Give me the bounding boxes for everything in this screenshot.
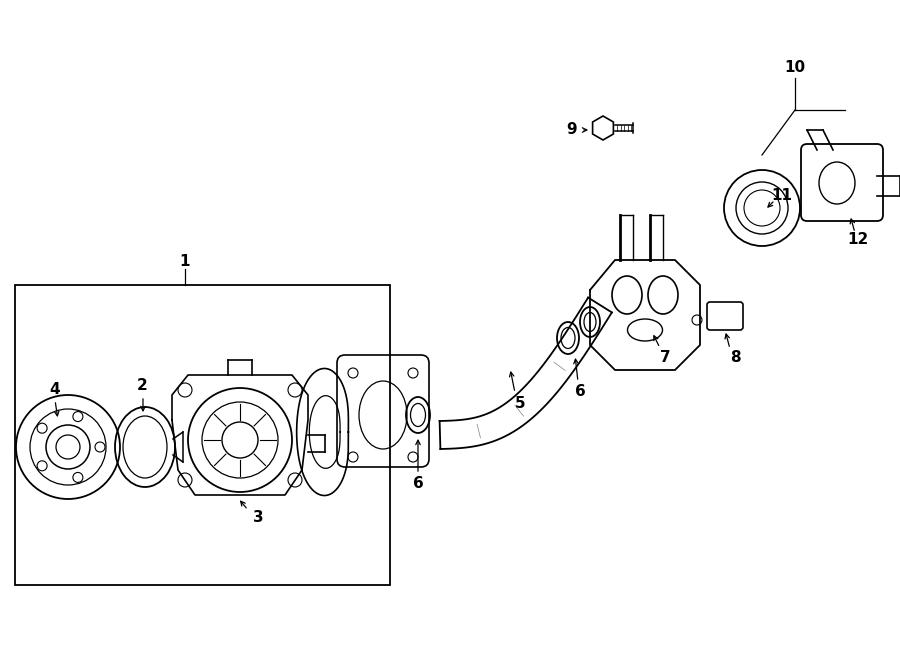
Text: 10: 10 <box>785 61 806 75</box>
Text: 11: 11 <box>771 188 793 202</box>
Bar <box>15 285 390 585</box>
Text: 8: 8 <box>730 350 741 366</box>
Text: 6: 6 <box>574 385 585 399</box>
Text: 7: 7 <box>660 350 670 366</box>
Text: 2: 2 <box>137 377 148 393</box>
Text: 4: 4 <box>50 383 60 397</box>
Text: 6: 6 <box>412 475 423 490</box>
Text: 9: 9 <box>567 122 577 137</box>
Text: 12: 12 <box>848 233 868 247</box>
Text: 1: 1 <box>180 254 190 270</box>
Text: 3: 3 <box>253 510 264 525</box>
Text: 5: 5 <box>515 395 526 410</box>
